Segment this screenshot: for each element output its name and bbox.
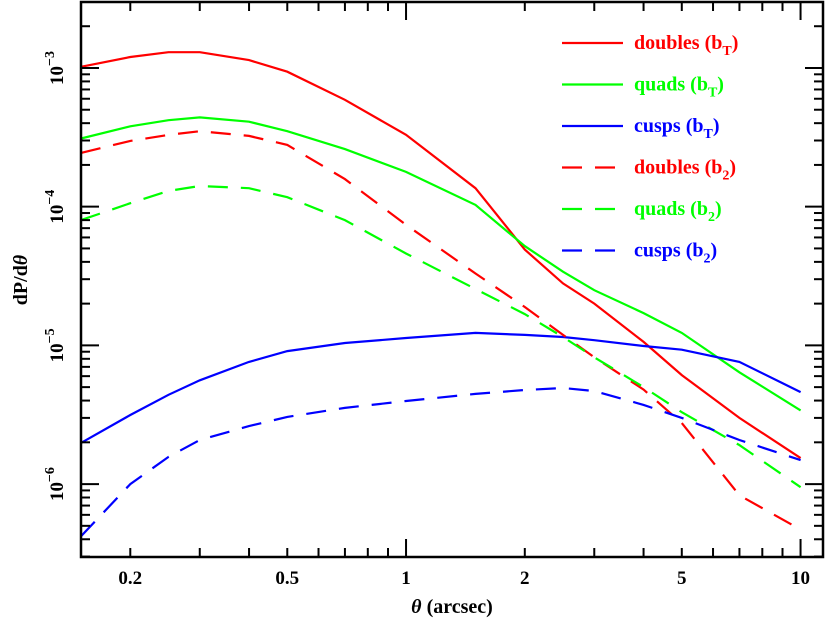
x-tick-label: 10	[791, 568, 810, 589]
legend-label: quads (b2)	[634, 198, 722, 225]
x-tick-label: 0.5	[275, 568, 299, 589]
y-tick-label: 10−5	[43, 328, 68, 362]
y-tick-label: 10−4	[43, 190, 68, 224]
plot-frame	[79, 0, 825, 559]
y-tick-labels: 10−310−410−510−6	[43, 51, 68, 501]
axis-ticks	[81, 2, 823, 558]
y-tick-label: 10−6	[43, 467, 68, 501]
y-tick-base: 10	[47, 482, 68, 501]
x-tick-labels: 0.2 0.5 1 2 5 10	[118, 568, 810, 589]
y-axis-label: dP/dθ	[10, 254, 32, 305]
legend-item-cusps-bT: cusps (bT)	[562, 115, 720, 142]
series-line-doubles-bT	[80, 51, 802, 460]
legend-label: cusps (bT)	[634, 115, 720, 142]
legend-item-quads-bT: quads (bT)	[562, 74, 724, 101]
y-tick-base: 10	[47, 66, 68, 85]
y-tick-exponent: −5	[43, 328, 58, 343]
series-line-doubles-b2	[80, 130, 802, 531]
y-tick-base: 10	[47, 205, 68, 224]
legend-label: doubles (bT)	[634, 32, 738, 59]
y-tick-base: 10	[47, 343, 68, 362]
x-tick-label: 2	[520, 568, 530, 589]
series-lines	[80, 51, 802, 538]
legend-label: cusps (b2)	[634, 240, 717, 267]
legend-label: doubles (b2)	[634, 157, 736, 184]
legend-label: quads (bT)	[634, 74, 724, 101]
x-tick-label: 0.2	[118, 568, 142, 589]
y-tick-label: 10−3	[43, 51, 68, 85]
y-tick-exponent: −4	[43, 190, 58, 205]
legend-item-quads-b2: quads (b2)	[562, 198, 722, 225]
series-line-quads-bT	[80, 116, 802, 412]
x-axis-label: θ (arcsec)	[411, 596, 493, 618]
series-line-cusps-b2	[80, 386, 801, 538]
series-line-cusps-bT	[80, 331, 802, 444]
y-tick-exponent: −3	[43, 51, 58, 66]
legend-item-doubles-b2: doubles (b2)	[562, 157, 736, 184]
legend: doubles (bT) quads (bT) cusps (bT) doubles …	[562, 32, 738, 267]
legend-item-cusps-b2: cusps (b2)	[562, 240, 717, 267]
series-line-quads-b2	[80, 184, 802, 489]
x-tick-label: 1	[401, 568, 411, 589]
x-tick-label: 5	[677, 568, 687, 589]
y-tick-exponent: −6	[43, 467, 58, 482]
legend-item-doubles-bT: doubles (bT)	[562, 32, 738, 59]
